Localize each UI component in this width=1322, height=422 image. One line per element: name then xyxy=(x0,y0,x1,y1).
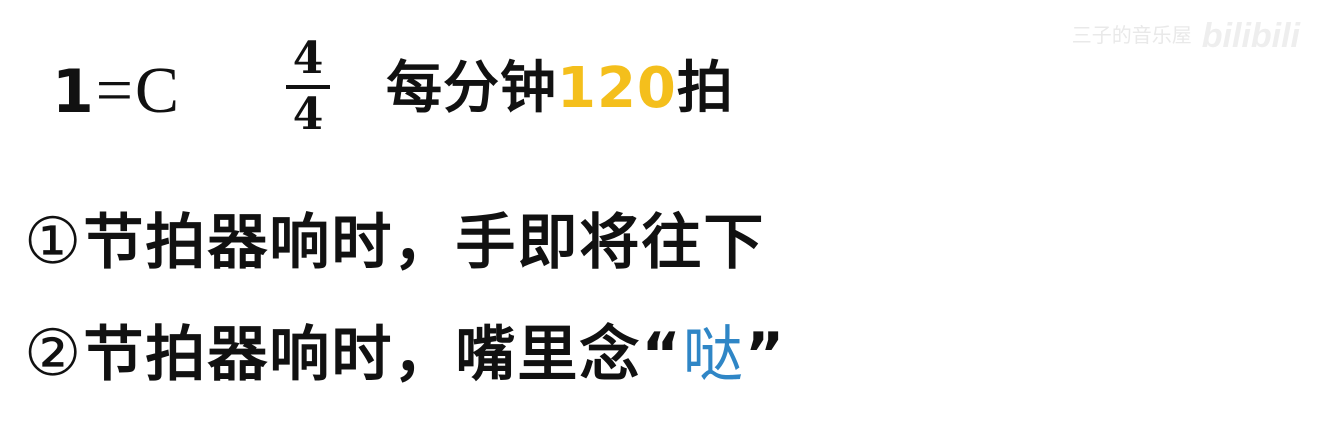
tempo-line: 每分钟120拍 xyxy=(386,56,734,122)
tempo-suffix: 拍 xyxy=(676,56,734,121)
time-signature: 4 4 xyxy=(280,36,336,138)
step-one-text: 节拍器响时，手即将往下 xyxy=(83,208,766,278)
step-one: ①节拍器响时，手即将往下 xyxy=(24,206,765,279)
watermark-user: 三子的音乐屋 xyxy=(1071,25,1192,48)
step-two-marker: ② xyxy=(24,317,84,391)
step-two-quoted-word: 哒 xyxy=(682,320,745,390)
key-signature: 1=C xyxy=(52,57,181,127)
step-one-marker: ① xyxy=(24,205,84,279)
step-two: ②节拍器响时，嘴里念“哒” xyxy=(24,318,786,391)
tempo-bpm: 120 xyxy=(557,56,677,121)
watermark: 三子的音乐屋 bilibili xyxy=(1072,14,1300,56)
step-two-text: 节拍器响时，嘴里念 xyxy=(83,320,642,390)
time-signature-numerator: 4 xyxy=(292,33,324,84)
bilibili-logo: bilibili xyxy=(1201,17,1300,56)
time-signature-denominator: 4 xyxy=(292,89,324,140)
step-two-close-quote: ” xyxy=(744,320,787,390)
time-signature-bar xyxy=(286,85,330,89)
step-two-open-quote: “ xyxy=(641,320,683,390)
key-name: =C xyxy=(95,54,181,127)
key-one: 1 xyxy=(52,57,96,127)
tempo-prefix: 每分钟 xyxy=(386,56,557,121)
